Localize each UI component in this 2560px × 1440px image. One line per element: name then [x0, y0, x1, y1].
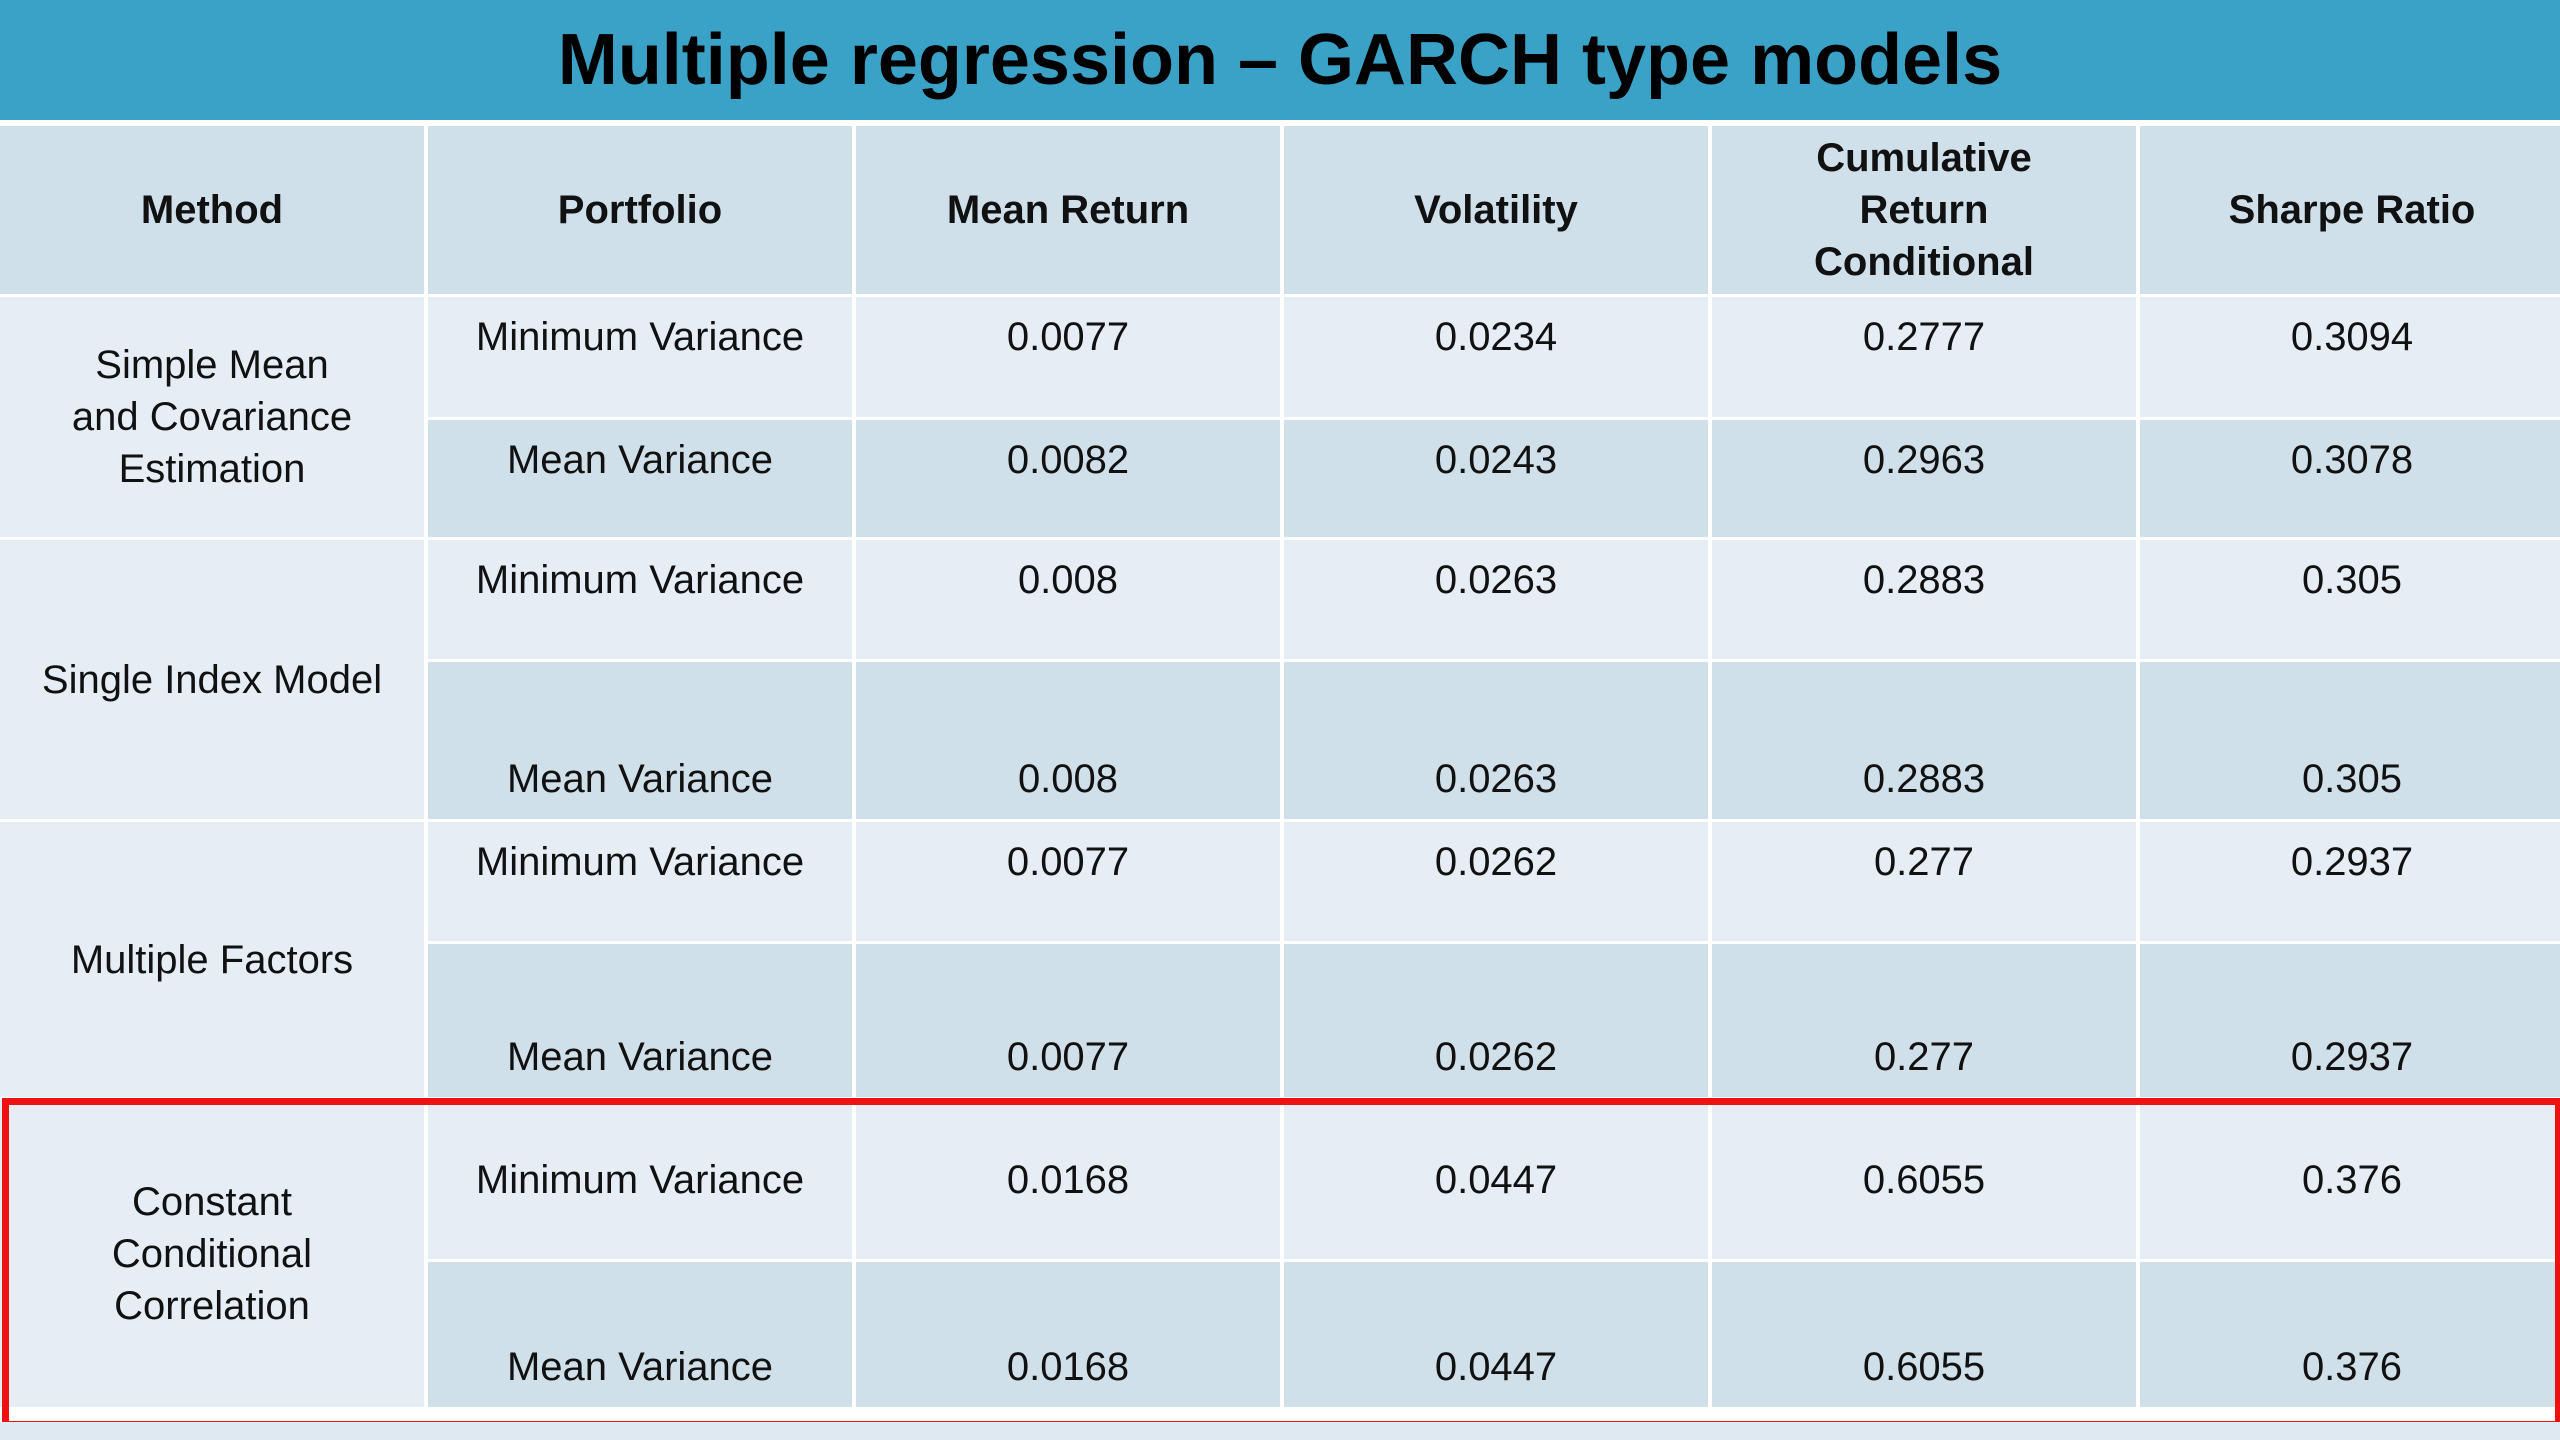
cumulative-return-cell: 0.2963	[1712, 420, 2136, 540]
volatility-cell: 0.0234	[1284, 297, 1708, 420]
table-row: Mean Variance 0.0082 0.0243 0.2963 0.307…	[0, 420, 2560, 540]
cumulative-return-cell: 0.277	[1712, 822, 2136, 944]
sharpe-ratio-cell: 0.305	[2140, 540, 2560, 662]
volatility-cell: 0.0262	[1284, 944, 1708, 1100]
table-row: Single Index Model Minimum Variance 0.00…	[0, 540, 2560, 822]
header-cumulative-line: Conditional	[1814, 240, 2034, 284]
table-row: Mean Variance 0.0168 0.0447 0.6055 0.376	[0, 1262, 2560, 1410]
sharpe-ratio-cell: 0.376	[2140, 1262, 2560, 1410]
mean-return-cell: 0.0077	[856, 822, 1280, 944]
method-label-line: Constant	[131, 1179, 293, 1224]
method-cell: Constant Conditional Correlation	[0, 1100, 424, 1410]
method-label-line: Estimation	[118, 447, 306, 491]
method-label-line: Correlation	[114, 1283, 310, 1328]
mean-return-cell: 0.0082	[856, 420, 1280, 540]
header-portfolio: Portfolio	[428, 126, 852, 297]
cumulative-return-cell: 0.2883	[1712, 662, 2136, 822]
portfolio-cell: Minimum Variance	[428, 1100, 852, 1262]
portfolio-cell: Mean Variance	[428, 944, 852, 1100]
cumulative-return-cell: 0.2777	[1712, 297, 2136, 420]
sharpe-ratio-cell: 0.305	[2140, 662, 2560, 822]
header-method: Method	[0, 126, 424, 297]
mean-return-cell: 0.0168	[856, 1262, 1280, 1410]
header-cumulative-return: Cumulative Return Conditional	[1712, 126, 2136, 297]
results-table-container: Method Portfolio Mean Return Volatility …	[0, 126, 2560, 1410]
volatility-cell: 0.0263	[1284, 540, 1708, 662]
method-cell: Multiple Factors	[0, 822, 424, 1100]
header-volatility: Volatility	[1284, 126, 1708, 297]
table-row: Mean Variance 0.008 0.0263 0.2883 0.305	[0, 662, 2560, 822]
portfolio-cell: Mean Variance	[428, 420, 852, 540]
table-row: Constant Conditional Correlation Minimum…	[0, 1100, 2560, 1410]
portfolio-cell: Minimum Variance	[428, 822, 852, 944]
sharpe-ratio-cell: 0.2937	[2140, 822, 2560, 944]
mean-return-cell: 0.008	[856, 662, 1280, 822]
header-mean-return: Mean Return	[856, 126, 1280, 297]
title-bar: Multiple regression – GARCH type models	[0, 0, 2560, 120]
results-table: Method Portfolio Mean Return Volatility …	[0, 126, 2560, 1410]
table-row: Multiple Factors Minimum Variance 0.0077…	[0, 822, 2560, 1100]
method-cell: Simple Mean and Covariance Estimation	[0, 297, 424, 540]
mean-return-cell: 0.0168	[856, 1100, 1280, 1262]
method-label-line: and Covariance	[71, 395, 353, 439]
header-cumulative-line: Return	[1859, 188, 1989, 232]
page-title: Multiple regression – GARCH type models	[557, 20, 2003, 100]
method-label-line: Conditional	[111, 1231, 313, 1276]
table-row: Mean Variance 0.0077 0.0262 0.277 0.2937	[0, 944, 2560, 1100]
table-row: Simple Mean and Covariance Estimation Mi…	[0, 297, 2560, 540]
cumulative-return-cell: 0.277	[1712, 944, 2136, 1100]
sharpe-ratio-cell: 0.376	[2140, 1100, 2560, 1262]
portfolio-cell: Minimum Variance	[428, 540, 852, 662]
portfolio-cell: Minimum Variance	[428, 297, 852, 420]
header-cumulative-line: Cumulative	[1816, 136, 2032, 180]
header-row: Method Portfolio Mean Return Volatility …	[0, 126, 2560, 297]
method-label-line: Multiple Factors	[70, 937, 354, 982]
mean-return-cell: 0.0077	[856, 944, 1280, 1100]
sharpe-ratio-cell: 0.3094	[2140, 297, 2560, 420]
mean-return-cell: 0.008	[856, 540, 1280, 662]
volatility-cell: 0.0262	[1284, 822, 1708, 944]
portfolio-cell: Mean Variance	[428, 662, 852, 822]
mean-return-cell: 0.0077	[856, 297, 1280, 420]
portfolio-cell: Mean Variance	[428, 1262, 852, 1410]
sharpe-ratio-cell: 0.2937	[2140, 944, 2560, 1100]
volatility-cell: 0.0447	[1284, 1262, 1708, 1410]
volatility-cell: 0.0243	[1284, 420, 1708, 540]
volatility-cell: 0.0263	[1284, 662, 1708, 822]
method-label-line: Single Index Model	[41, 657, 383, 702]
method-cell: Single Index Model	[0, 540, 424, 822]
header-sharpe-ratio: Sharpe Ratio	[2140, 126, 2560, 297]
method-label-line: Simple Mean	[95, 343, 329, 387]
cumulative-return-cell: 0.6055	[1712, 1100, 2136, 1262]
cumulative-return-cell: 0.6055	[1712, 1262, 2136, 1410]
cumulative-return-cell: 0.2883	[1712, 540, 2136, 662]
volatility-cell: 0.0447	[1284, 1100, 1708, 1262]
sharpe-ratio-cell: 0.3078	[2140, 420, 2560, 540]
table-bottom-strip	[0, 1422, 2560, 1440]
